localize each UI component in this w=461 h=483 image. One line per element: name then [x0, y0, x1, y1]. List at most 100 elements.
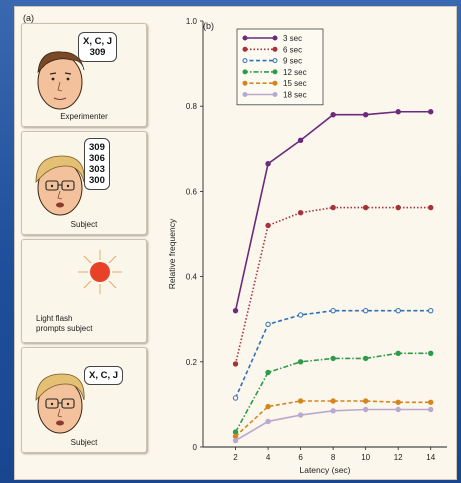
panel-b-label: (b): [203, 21, 214, 31]
data-point: [265, 222, 271, 229]
experimenter-caption: Experimenter: [60, 112, 108, 121]
light-flash-icon: [78, 250, 122, 294]
y-tick-label: 0.4: [186, 273, 198, 282]
data-point: [395, 350, 401, 356]
series-line-3: [234, 352, 431, 433]
data-point: [362, 112, 369, 118]
legend-label: 18 sec: [283, 91, 307, 100]
bubble-line: X, C, J: [89, 370, 119, 381]
legend-marker: [272, 92, 278, 97]
legend-marker: [272, 46, 278, 52]
data-point: [232, 361, 239, 367]
data-point: [395, 109, 401, 115]
bubble-line: 309: [89, 142, 105, 153]
data-point: [232, 437, 239, 444]
legend-label: 6 sec: [283, 45, 302, 54]
data-point: [428, 109, 434, 115]
data-point: [362, 307, 369, 314]
data-point: [428, 399, 434, 405]
data-point: [395, 399, 401, 405]
subject-caption: Subject: [70, 220, 98, 229]
legend-box: [236, 28, 324, 106]
legend-marker: [272, 80, 278, 86]
data-point: [362, 398, 369, 404]
legend-label: 3 sec: [283, 34, 302, 43]
data-point: [330, 204, 336, 211]
bubble-line: 306: [89, 153, 105, 164]
legend-marker: [242, 58, 248, 64]
y-tick-label: 0.6: [186, 187, 198, 196]
subject-counting-panel: 309 306 303 300 Subject: [21, 131, 147, 235]
data-point: [330, 112, 336, 118]
x-tick-label: 14: [426, 453, 435, 462]
legend-marker: [272, 69, 278, 75]
y-tick-label: 0.8: [186, 102, 198, 111]
data-point: [330, 355, 336, 362]
latency-chart: (b) 0 0.2 0.4 0.6 0.8 1.0 2 4 6 8 10 12 14 3 sec 6 se…: [167, 17, 447, 475]
data-point: [297, 137, 304, 143]
data-point: [265, 321, 271, 328]
subject-speech-bubble: 309 306 303 300: [84, 138, 110, 190]
x-tick-label: 10: [361, 453, 370, 462]
data-point: [232, 429, 239, 435]
panel-a-label: (a): [23, 13, 34, 23]
series-line-5: [235, 408, 431, 442]
subject-face-icon: [35, 155, 85, 216]
flash-caption-line: Light flash: [36, 314, 73, 323]
series-line-1: [234, 206, 431, 365]
legend-marker: [272, 58, 278, 64]
data-point: [395, 307, 401, 314]
data-point: [330, 408, 336, 414]
data-point: [428, 350, 434, 356]
legend-marker: [242, 46, 248, 52]
data-point: [265, 403, 271, 410]
chart-legend: 3 sec 6 sec 9 sec 12 sec 15 sec 18 sec: [236, 28, 324, 106]
legend-marker: [242, 35, 248, 41]
data-point: [428, 406, 434, 413]
flash-caption: Light flash prompts subject: [36, 314, 92, 334]
data-point: [297, 210, 304, 216]
series-line-4: [234, 400, 431, 437]
legend-marker: [272, 35, 278, 41]
x-tick-label: 12: [394, 453, 403, 462]
x-tick-label: 4: [266, 453, 271, 462]
y-tick-label: 1.0: [186, 17, 198, 26]
data-point: [395, 406, 401, 413]
legend-label: 9 sec: [283, 57, 302, 66]
flash-caption-line: prompts subject: [36, 324, 93, 333]
bubble-line: X, C, J: [83, 36, 113, 47]
legend-marker: [242, 92, 248, 97]
series-line-2: [234, 309, 431, 399]
experimenter-face-icon: [37, 51, 85, 110]
figure-card: (a) X, C, J 309 Experimenter: [14, 6, 457, 480]
chart-axes: 0 0.2 0.4 0.6 0.8 1.0 2 4 6 8 10 12 14: [186, 17, 447, 462]
legend-label: 15 sec: [283, 79, 307, 88]
data-point: [362, 406, 369, 413]
data-point: [232, 395, 239, 401]
x-axis-title: Latency (sec): [299, 465, 350, 475]
x-tick-label: 8: [331, 453, 336, 462]
data-point: [297, 312, 304, 318]
data-point: [362, 355, 369, 362]
y-tick-label: 0.2: [186, 358, 198, 367]
experimenter-speech-bubble: X, C, J 309: [78, 32, 118, 62]
data-point: [428, 307, 434, 314]
data-point: [330, 398, 336, 404]
data-point: [297, 359, 304, 365]
x-tick-label: 2: [233, 453, 238, 462]
data-point: [232, 433, 239, 440]
x-tick-label: 6: [298, 453, 303, 462]
subject-recall-panel: X, C, J Subject: [21, 347, 147, 453]
subject-recall-face-icon: [35, 373, 85, 434]
recall-caption: Subject: [70, 438, 98, 447]
chart-series: [232, 109, 434, 444]
data-point: [265, 369, 271, 376]
data-point: [395, 204, 401, 211]
data-point: [232, 307, 239, 314]
legend-label: 12 sec: [283, 68, 307, 77]
series-line-0: [234, 110, 431, 311]
data-point: [265, 418, 271, 425]
data-point: [297, 398, 304, 404]
bubble-line: 309: [89, 47, 106, 58]
y-tick-label: 0: [193, 443, 198, 452]
